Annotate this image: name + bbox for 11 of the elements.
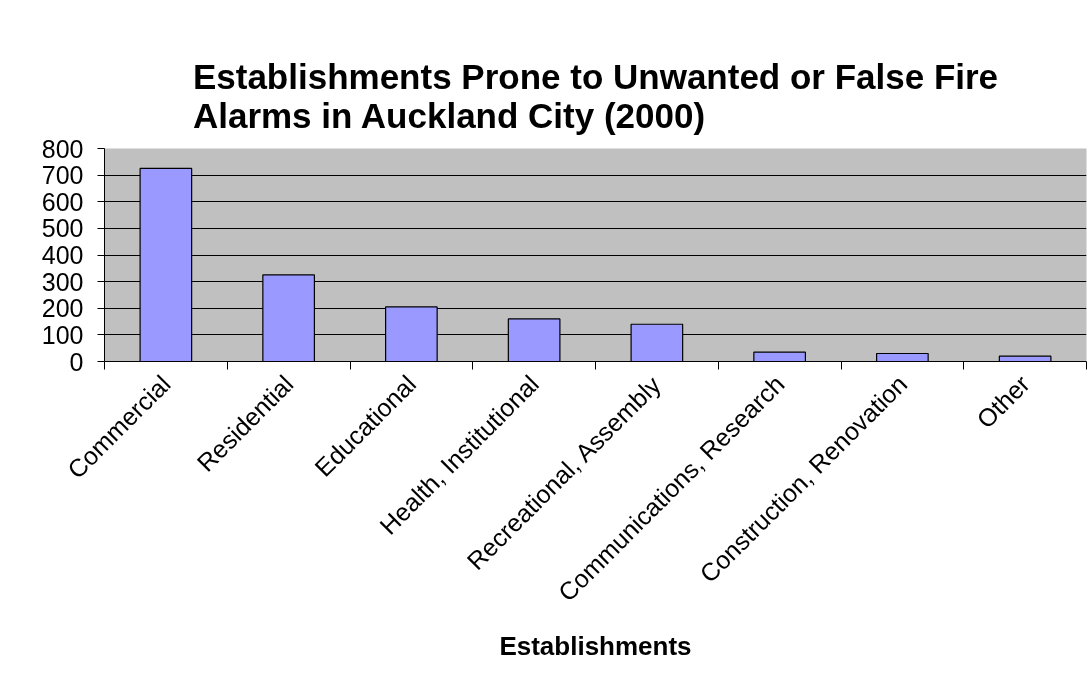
x-axis-title: Establishments [499, 631, 692, 662]
y-tick-label: 0 [69, 347, 84, 376]
y-tick-label: 200 [41, 294, 84, 323]
y-tick-label: 300 [41, 267, 84, 296]
y-tick-label: 700 [41, 161, 84, 190]
y-tick-label: 800 [41, 134, 84, 163]
y-tick-label: 100 [41, 320, 84, 349]
y-tick-label: 500 [41, 214, 84, 243]
y-tick-label: 600 [41, 187, 84, 216]
y-tick-label: 400 [41, 241, 84, 269]
chart-title: Establishments Prone to Unwanted or False Fire Alarms in Auckland City (2000) [192, 56, 999, 136]
